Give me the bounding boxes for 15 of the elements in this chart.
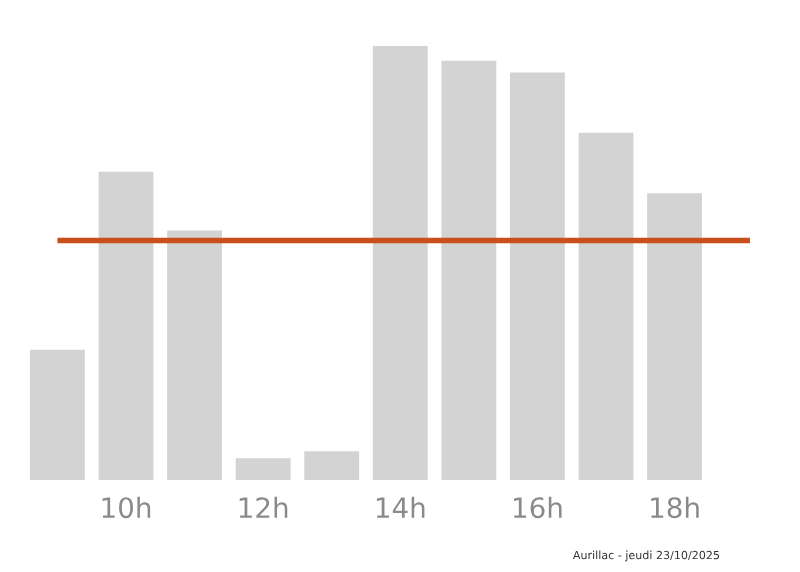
bar [304,451,360,480]
bar [167,230,222,480]
bar [441,60,497,480]
x-tick-label: 18h [651,496,699,519]
x-tick-label: 10h [102,496,151,519]
bar [647,193,702,480]
x-tick-label: 12h [239,496,288,518]
bar [98,171,154,480]
bar [510,72,565,480]
x-tick-label: 14h [376,496,425,518]
bar [578,132,634,480]
bar [30,349,85,480]
bar [235,458,291,480]
x-tick-label: 16h [514,496,562,519]
bar [372,46,428,480]
